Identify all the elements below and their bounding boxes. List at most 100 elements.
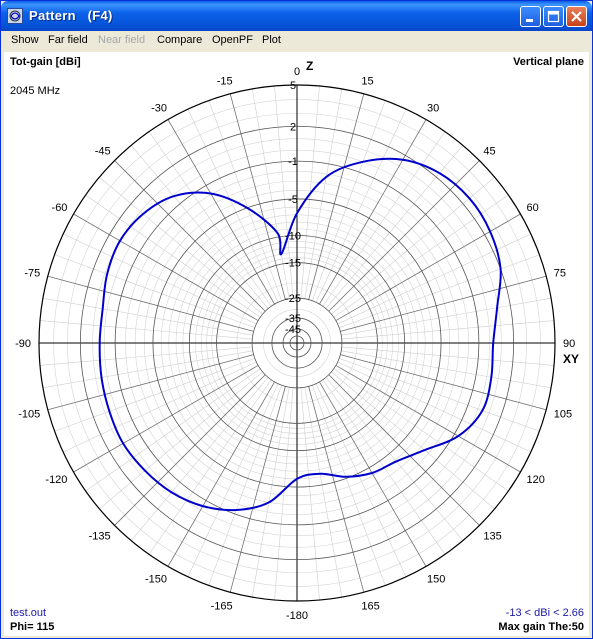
radial-line: [47, 354, 254, 411]
plane-label: Vertical plane: [513, 56, 584, 68]
ring-0: [38, 84, 556, 602]
close-button[interactable]: [566, 6, 587, 27]
angle-label: 135: [483, 530, 501, 542]
radial-line: [130, 377, 269, 541]
ring-label: 2: [290, 121, 296, 133]
angle-label: 150: [427, 574, 445, 586]
angle-labels: 0 15 30 45 60 75 90 105 120 135 150 165 -180 -165 -150…: [15, 66, 575, 622]
minimize-icon: [526, 19, 533, 22]
radial-line: [335, 365, 521, 473]
radial-line: [114, 160, 266, 312]
radial-line: [47, 275, 254, 332]
radial-line: [308, 386, 365, 593]
angle-label: -165: [211, 601, 233, 613]
radial-line: [187, 109, 279, 303]
radial-line: [187, 383, 279, 577]
polar-grid: [38, 84, 556, 602]
angle-label: 15: [361, 75, 373, 87]
axis-z-label: Z: [306, 59, 314, 73]
angle-label: 45: [483, 146, 495, 158]
minimize-button[interactable]: [520, 6, 541, 27]
gain-label: Tot-gain [dBi]: [10, 56, 81, 68]
angle-label: -135: [89, 530, 111, 542]
file-label: test.out: [10, 607, 47, 619]
angle-label: -90: [15, 338, 31, 350]
plot-area: 5 2 -1 -5 -10 -15 -25 -35 -45 0 15 30 45 60 75 90 105 12…: [4, 52, 589, 636]
radial-line: [229, 386, 286, 593]
radial-line: [130, 145, 269, 309]
menu-bar: Show Far field Near field Compare OpenPF…: [2, 31, 591, 51]
radial-line: [229, 93, 286, 300]
menu-far-field[interactable]: Far field: [48, 34, 88, 46]
angle-label: 90: [563, 338, 575, 350]
ring-label: -1: [288, 156, 298, 168]
radial-line: [73, 213, 259, 321]
radial-line: [63, 233, 257, 325]
ring-label: -15: [285, 258, 301, 270]
center-ring: [289, 335, 305, 351]
ring-labels: 52-1-5-10-15-25-35-45: [285, 80, 301, 336]
maximize-button[interactable]: [543, 6, 564, 27]
phi-label: Phi= 115: [10, 621, 55, 633]
menu-show[interactable]: Show: [11, 34, 39, 46]
radial-line: [340, 354, 547, 411]
max-gain-label: Max gain The:50: [498, 621, 584, 633]
ring-5: [216, 262, 378, 424]
angle-label: -45: [95, 146, 111, 158]
ring-6: [251, 297, 343, 389]
radial-line: [167, 381, 275, 567]
angle-label: 105: [554, 408, 572, 420]
menu-near-field[interactable]: Near field: [98, 34, 146, 46]
gain-pattern-curve: [98, 157, 502, 512]
window-title: Pattern (F4): [29, 8, 113, 23]
ring-1: [79, 125, 515, 561]
radial-line: [340, 275, 547, 332]
menu-compare[interactable]: Compare: [157, 34, 203, 46]
radial-line: [328, 374, 480, 526]
angle-label: 165: [361, 601, 379, 613]
radial-line: [337, 233, 531, 325]
menu-openpf[interactable]: OpenPF: [212, 34, 253, 46]
angle-label: 120: [527, 474, 545, 486]
title-bar[interactable]: Pattern (F4): [1, 1, 592, 31]
ring-3: [152, 198, 442, 488]
ring-7: [271, 317, 323, 369]
menu-plot[interactable]: Plot: [262, 34, 281, 46]
radial-line: [99, 371, 263, 510]
ring-label: -25: [285, 293, 301, 305]
radial-line: [63, 361, 257, 453]
angle-label: -30: [151, 102, 167, 114]
angle-label: -180: [286, 610, 308, 622]
ring-label: -45: [285, 324, 301, 336]
polar-pattern-chart: 52-1-5-10-15-25-35-45 015304560759010512…: [15, 66, 575, 622]
angle-label: -15: [217, 75, 233, 87]
angle-label: 60: [527, 202, 539, 214]
radial-line: [337, 361, 531, 453]
ring-2: [114, 160, 480, 526]
radial-line: [315, 109, 407, 303]
ring-label: -35: [285, 313, 301, 325]
radial-line: [319, 381, 427, 567]
radial-line: [328, 160, 480, 312]
app-icon[interactable]: [7, 8, 23, 24]
radial-line: [315, 383, 407, 577]
maximize-icon: [547, 10, 560, 23]
close-icon: [571, 11, 582, 22]
angle-label: 75: [554, 268, 566, 280]
range-label: -13 < dBi < 2.66: [505, 607, 584, 619]
ring-4: [188, 234, 406, 452]
angle-label: 0: [294, 66, 300, 78]
radial-line: [308, 93, 365, 300]
radial-line: [335, 213, 521, 321]
radial-line: [167, 119, 275, 305]
ring-label: -5: [288, 194, 298, 206]
radial-line: [331, 371, 495, 510]
angle-label: -60: [52, 202, 68, 214]
angle-label: -75: [24, 268, 40, 280]
angle-label: -120: [45, 474, 67, 486]
radial-line: [325, 145, 464, 309]
radial-line: [319, 119, 427, 305]
axis-xy-label: XY: [563, 352, 580, 366]
ring-8: [282, 328, 312, 358]
